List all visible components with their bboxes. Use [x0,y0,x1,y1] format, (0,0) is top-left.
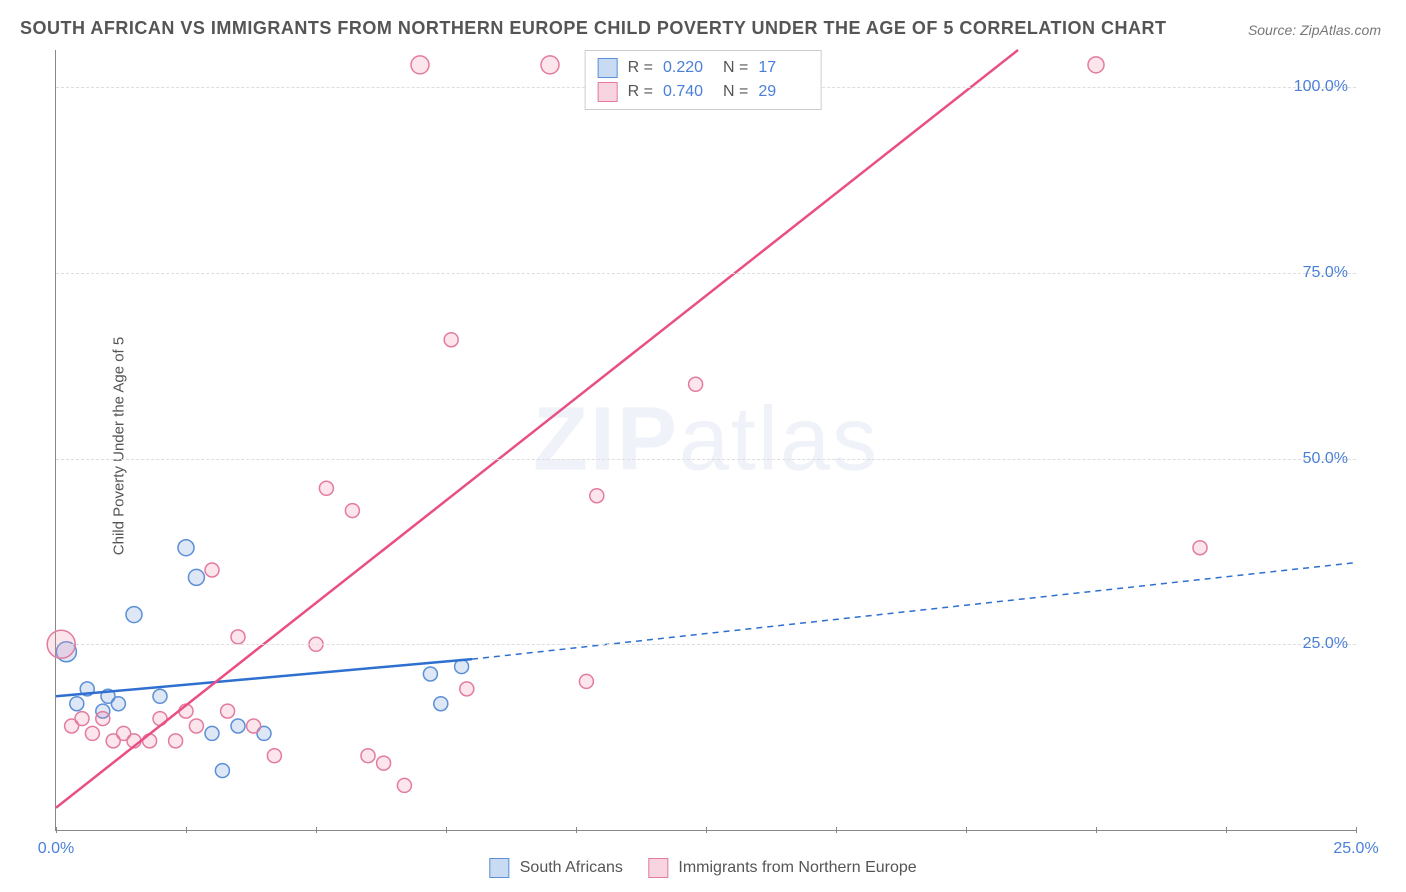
data-point [188,569,204,585]
legend-swatch-icon [648,858,668,878]
data-point [153,689,167,703]
data-point [1088,57,1104,73]
data-point [205,726,219,740]
legend-r-label: R = [628,56,653,80]
data-point [221,704,235,718]
data-point [111,697,125,711]
data-point [345,504,359,518]
data-point [143,734,157,748]
chart-canvas [56,50,1356,830]
trend-line [56,50,1018,808]
series-legend: South Africans Immigrants from Northern … [489,858,916,878]
plot-area: ZIPatlas 25.0%50.0%75.0%100.0%0.0%25.0% [55,50,1356,831]
data-point [361,749,375,763]
trend-line [56,659,472,696]
legend-row-series-b: R = 0.740 N = 29 [598,80,809,104]
source-label: Source: ZipAtlas.com [1248,22,1381,38]
legend-swatch-icon [489,858,509,878]
data-point [178,540,194,556]
x-tick-label: 25.0% [1333,840,1378,858]
data-point [189,719,203,733]
data-point [231,630,245,644]
data-point [96,712,110,726]
legend-n-label: N = [723,80,748,104]
data-point [215,764,229,778]
y-tick-label: 50.0% [1303,450,1348,468]
legend-r-label: R = [628,80,653,104]
data-point [434,697,448,711]
y-tick-label: 100.0% [1294,78,1348,96]
y-tick-label: 25.0% [1303,635,1348,653]
legend-r-value: 0.740 [663,80,713,104]
data-point [267,749,281,763]
legend-swatch-icon [598,82,618,102]
legend-swatch-icon [598,58,618,78]
correlation-legend: R = 0.220 N = 17 R = 0.740 N = 29 [585,50,822,110]
data-point [319,481,333,495]
y-tick-label: 75.0% [1303,264,1348,282]
data-point [460,682,474,696]
x-tick-label: 0.0% [38,840,74,858]
data-point [70,697,84,711]
legend-item: South Africans [489,858,623,878]
legend-n-value: 17 [758,56,808,80]
legend-series-label: Immigrants from Northern Europe [678,859,916,876]
legend-row-series-a: R = 0.220 N = 17 [598,56,809,80]
data-point [590,489,604,503]
data-point [397,778,411,792]
data-point [1193,541,1207,555]
data-point [169,734,183,748]
data-point [247,719,261,733]
data-point [377,756,391,770]
data-point [411,56,429,74]
data-point [579,674,593,688]
chart-title: SOUTH AFRICAN VS IMMIGRANTS FROM NORTHER… [20,18,1167,39]
data-point [126,607,142,623]
data-point [423,667,437,681]
data-point [205,563,219,577]
data-point [689,377,703,391]
legend-item: Immigrants from Northern Europe [648,858,917,878]
legend-n-label: N = [723,56,748,80]
data-point [541,56,559,74]
legend-series-label: South Africans [520,859,623,876]
data-point [444,333,458,347]
data-point [85,726,99,740]
data-point [75,712,89,726]
legend-r-value: 0.220 [663,56,713,80]
legend-n-value: 29 [758,80,808,104]
data-point [231,719,245,733]
